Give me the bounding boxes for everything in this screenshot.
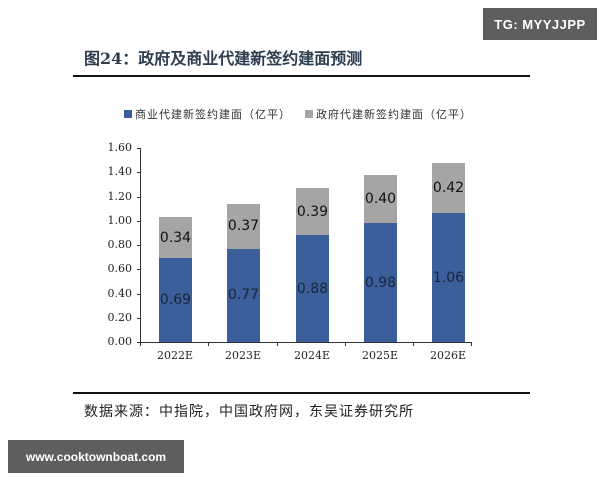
bar-government-2023E: 0.37: [227, 203, 260, 249]
y-tick-label: 0.20: [107, 310, 133, 324]
y-tick: [137, 342, 141, 343]
bar-commercial-2022E: 0.69: [159, 258, 192, 342]
watermark-top: TG: MYYJJPP: [483, 8, 597, 40]
source-note: 数据来源：中指院，中国政府网，东吴证券研究所: [84, 404, 414, 420]
legend-label-commercial: 商业代建新签约建面（亿平）: [135, 108, 291, 121]
y-tick: [137, 220, 141, 222]
x-tick: [277, 342, 278, 346]
bar-government-2024E: 0.39: [296, 188, 329, 236]
x-tick-label: 2026E: [429, 349, 467, 362]
x-tick: [140, 342, 141, 346]
x-tick: [208, 342, 209, 346]
legend-item-commercial: 商业代建新签约建面（亿平）: [124, 106, 291, 122]
legend-label-government: 政府代建新签约建面（亿平）: [316, 108, 472, 121]
x-tick: [345, 342, 346, 346]
title-divider: [73, 75, 530, 77]
y-tick: [137, 172, 141, 174]
chart-legend: 商业代建新签约建面（亿平） 政府代建新签约建面（亿平）: [124, 106, 472, 122]
x-axis: [140, 342, 472, 343]
watermark-bottom: www.cooktownboat.com: [8, 440, 184, 473]
y-tick: [137, 269, 141, 271]
bar-commercial-2023E: 0.77: [227, 248, 260, 342]
bar-commercial-2025E: 0.98: [364, 223, 397, 342]
y-tick-label: 1.40: [107, 165, 133, 179]
y-tick-label: 0.00: [107, 335, 133, 348]
bar-commercial-2026E: 1.06: [432, 213, 465, 342]
y-tick: [137, 317, 141, 319]
legend-swatch-commercial: [124, 110, 132, 118]
y-tick-label: 0.80: [107, 238, 133, 251]
source-divider: [73, 392, 530, 394]
x-tick-label: 2023E: [224, 349, 262, 362]
bar-government-2026E: 0.42: [432, 162, 465, 214]
figure-title: 图24：政府及商业代建新签约建面预测: [84, 49, 363, 68]
y-tick: [137, 293, 141, 295]
y-tick: [137, 148, 141, 149]
y-tick-label: 1.60: [107, 141, 133, 154]
x-tick-label: 2024E: [293, 349, 331, 362]
y-tick-label: 1.20: [107, 189, 133, 203]
x-tick: [471, 342, 472, 346]
legend-item-government: 政府代建新签约建面（亿平）: [305, 106, 472, 122]
bar-government-2025E: 0.40: [364, 174, 397, 224]
x-tick: [413, 342, 414, 346]
legend-swatch-government: [305, 110, 313, 118]
y-tick-label: 0.60: [107, 262, 133, 276]
bar-commercial-2024E: 0.88: [296, 235, 329, 342]
bar-government-2022E: 0.34: [159, 217, 192, 259]
y-tick-label: 1.00: [107, 213, 133, 227]
y-tick-label: 0.40: [107, 286, 133, 300]
y-tick: [137, 196, 141, 198]
x-tick-label: 2022E: [156, 349, 194, 362]
y-tick: [137, 245, 141, 246]
x-tick-label: 2025E: [361, 349, 399, 362]
